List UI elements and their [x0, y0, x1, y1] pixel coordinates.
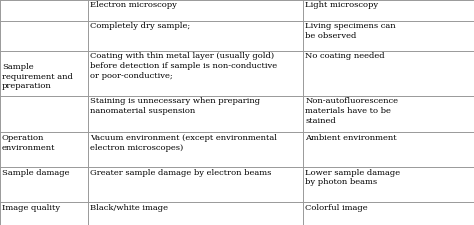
Text: Non-autofluorescence
materials have to be
stained: Non-autofluorescence materials have to b… [305, 97, 398, 125]
Text: Lower sample damage
by photon beams: Lower sample damage by photon beams [305, 169, 401, 187]
Text: Staining is unnecessary when preparing
nanomaterial suspension: Staining is unnecessary when preparing n… [90, 97, 260, 115]
Text: Greater sample damage by electron beams: Greater sample damage by electron beams [90, 169, 271, 177]
Text: Completely dry sample;: Completely dry sample; [90, 22, 190, 30]
Text: No coating needed: No coating needed [305, 52, 385, 60]
Text: Light microscopy: Light microscopy [305, 1, 378, 9]
Text: Electron microscopy: Electron microscopy [90, 1, 176, 9]
Text: Colorful image: Colorful image [305, 204, 368, 211]
Text: Living specimens can
be observed: Living specimens can be observed [305, 22, 396, 40]
Text: Image quality: Image quality [2, 204, 60, 211]
Text: Black/white image: Black/white image [90, 204, 168, 211]
Text: Coating with thin metal layer (usually gold)
before detection if sample is non-c: Coating with thin metal layer (usually g… [90, 52, 277, 80]
Text: Operation
environment: Operation environment [2, 134, 55, 151]
Text: Ambient environment: Ambient environment [305, 134, 397, 142]
Text: Sample damage: Sample damage [2, 169, 69, 177]
Text: Sample
requirement and
preparation: Sample requirement and preparation [2, 63, 73, 90]
Text: Vacuum environment (except environmental
electron microscopes): Vacuum environment (except environmental… [90, 134, 277, 151]
